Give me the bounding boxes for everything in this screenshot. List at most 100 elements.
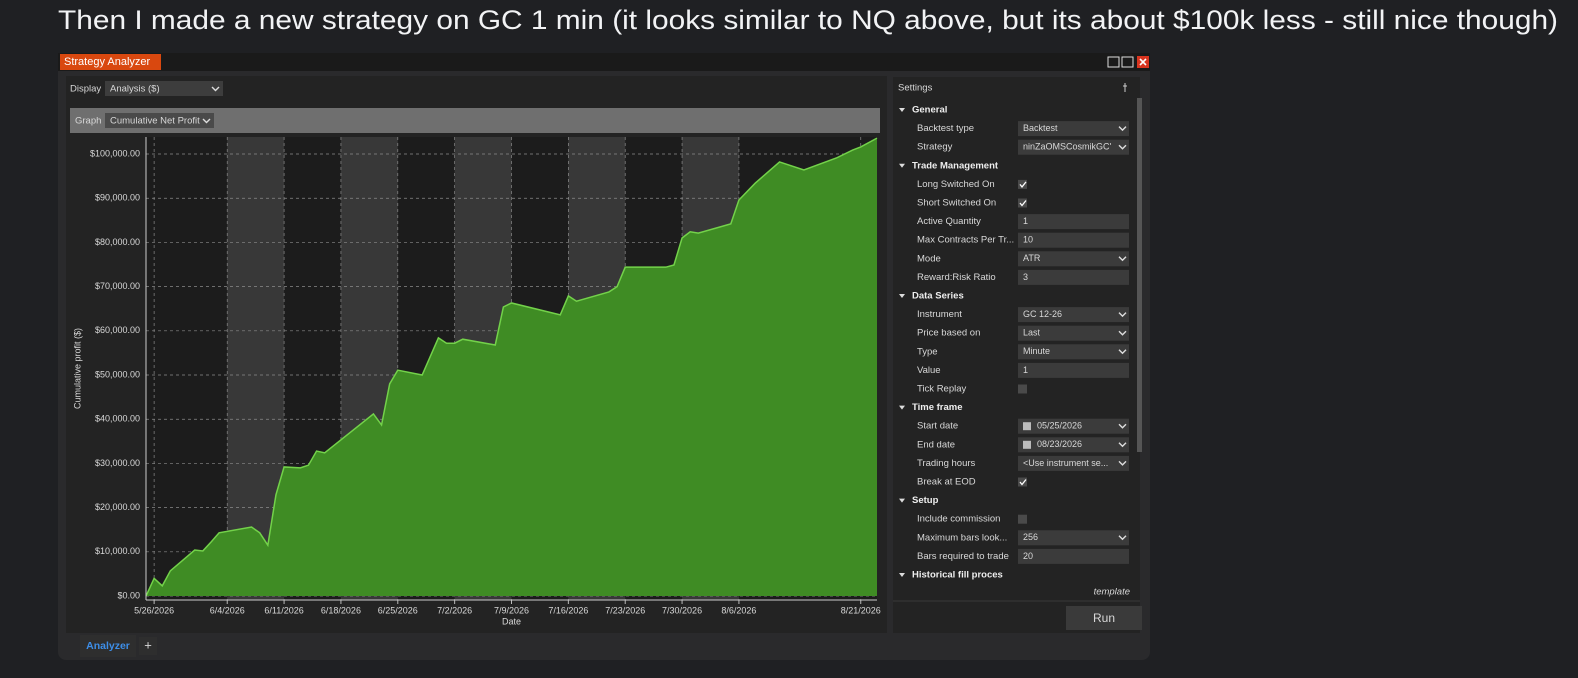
add-tab[interactable] [139,637,157,655]
y-tick-label: $30,000.00 [95,458,140,468]
setting-value: 10 [1023,235,1033,245]
graph-value: Cumulative Net Profit [110,116,200,127]
checkbox[interactable] [1018,198,1027,208]
x-tick-label: 7/16/2026 [548,605,588,615]
x-tick-label: 7/23/2026 [605,605,645,615]
chevron [1118,460,1127,466]
area [146,138,877,597]
y-axis-title: Cumulative profit ($) [72,328,82,409]
collapse-arrow[interactable] [899,163,905,168]
collapse-arrow[interactable] [899,108,905,112]
setting-field[interactable] [1018,325,1129,341]
chevron [1118,312,1127,318]
setting-field[interactable] [1018,530,1129,546]
y-tick-label: $0.00 [117,590,140,600]
y-tick-label: $40,000.00 [95,414,140,424]
setting-field[interactable] [1018,139,1129,155]
template-link[interactable]: template [1094,587,1130,598]
run-button[interactable] [1066,606,1142,630]
chevron [1118,144,1127,150]
y-tick-label: $90,000.00 [95,193,140,203]
setting-field[interactable] [1018,548,1129,564]
x-tick-label: 6/18/2026 [321,605,361,615]
graph-select[interactable] [105,113,214,128]
setting-field[interactable] [1018,362,1129,378]
checkbox[interactable] [1018,384,1027,394]
group-heading: Time frame [912,402,963,413]
chevron [1118,256,1127,262]
setting-label: Short Switched On [917,198,996,209]
tab[interactable] [80,635,136,657]
setting-field[interactable] [1018,232,1129,248]
checkbox[interactable] [1018,179,1027,189]
setting-field[interactable] [1018,344,1129,360]
setting-value: Backtest [1023,123,1058,133]
title-bar [58,53,1150,71]
display-label: Display [70,84,101,95]
caption: Then I made a new strategy on GC 1 min (… [58,5,1558,35]
x-tick-label: 5/26/2026 [134,605,174,615]
y-tick-label: $50,000.00 [95,369,140,379]
calendar-icon [1023,422,1031,431]
checkbox[interactable] [1018,477,1027,487]
group-heading: Data Series [912,291,964,302]
title-tag [60,54,161,70]
setting-label: Mode [917,253,941,264]
collapse-arrow[interactable] [899,294,905,298]
maximize-button[interactable] [1121,56,1134,68]
setting-label: End date [917,439,955,450]
scrollbar[interactable] [1137,98,1142,452]
setting-value: 05/25/2026 [1037,421,1082,431]
collapse-arrow[interactable] [899,573,905,577]
setting-label: Trading hours [917,458,976,469]
setting-field[interactable] [1018,418,1129,434]
setting-field[interactable] [1018,251,1129,267]
setting-label: Tick Replay [917,384,967,395]
collapse-arrow[interactable] [899,498,905,503]
graph-label: Graph [75,116,101,127]
x-tick-label: 7/30/2026 [662,605,702,615]
setting-label: Long Switched On [917,179,995,190]
setting-field[interactable] [1018,455,1129,471]
setting-value: Minute [1023,346,1050,356]
close-icon [1139,58,1147,66]
setting-field[interactable] [1018,269,1129,285]
x-axis-title: Date [502,616,521,626]
setting-label: Bars required to trade [917,551,1009,562]
group-heading: Historical fill proces [912,570,1003,581]
setting-field[interactable] [1018,437,1129,453]
setting-field[interactable] [1018,121,1129,137]
setting-value: <Use instrument se... [1023,458,1108,468]
collapse-arrow[interactable] [899,405,905,410]
setting-label: Reward:Risk Ratio [917,272,996,283]
setting-label: Maximum bars look... [917,532,1007,543]
setting-label: Max Contracts Per Tr... [917,235,1014,246]
pin-icon[interactable] [1123,83,1127,92]
setting-field[interactable] [1018,307,1129,323]
check-mark [1019,200,1027,207]
chevron [1118,349,1127,355]
chevron [1118,535,1127,541]
display-value: Analysis ($) [110,84,160,95]
checkbox[interactable] [1018,514,1027,524]
setting-field[interactable] [1018,214,1129,230]
settings-title: Settings [898,83,933,94]
tab-label: Analyzer [86,640,130,652]
setting-value: 3 [1023,272,1028,282]
chevron [1118,442,1127,448]
chevron [202,118,211,124]
setting-value: ninZaOMSCosmikGC' [1023,142,1112,152]
setting-label: Start date [917,421,958,432]
y-tick-label: $80,000.00 [95,237,140,247]
display-select[interactable] [105,81,223,96]
y-tick-label: $70,000.00 [95,281,140,291]
chevron [1118,126,1127,132]
setting-label: Break at EOD [917,477,976,488]
setting-value: ATR [1023,253,1041,263]
x-tick-label: 7/2/2026 [437,605,472,615]
setting-label: Value [917,365,941,376]
setting-value: GC 12-26 [1023,309,1062,319]
x-tick-label: 7/9/2026 [494,605,529,615]
minimize-button[interactable] [1107,56,1120,68]
